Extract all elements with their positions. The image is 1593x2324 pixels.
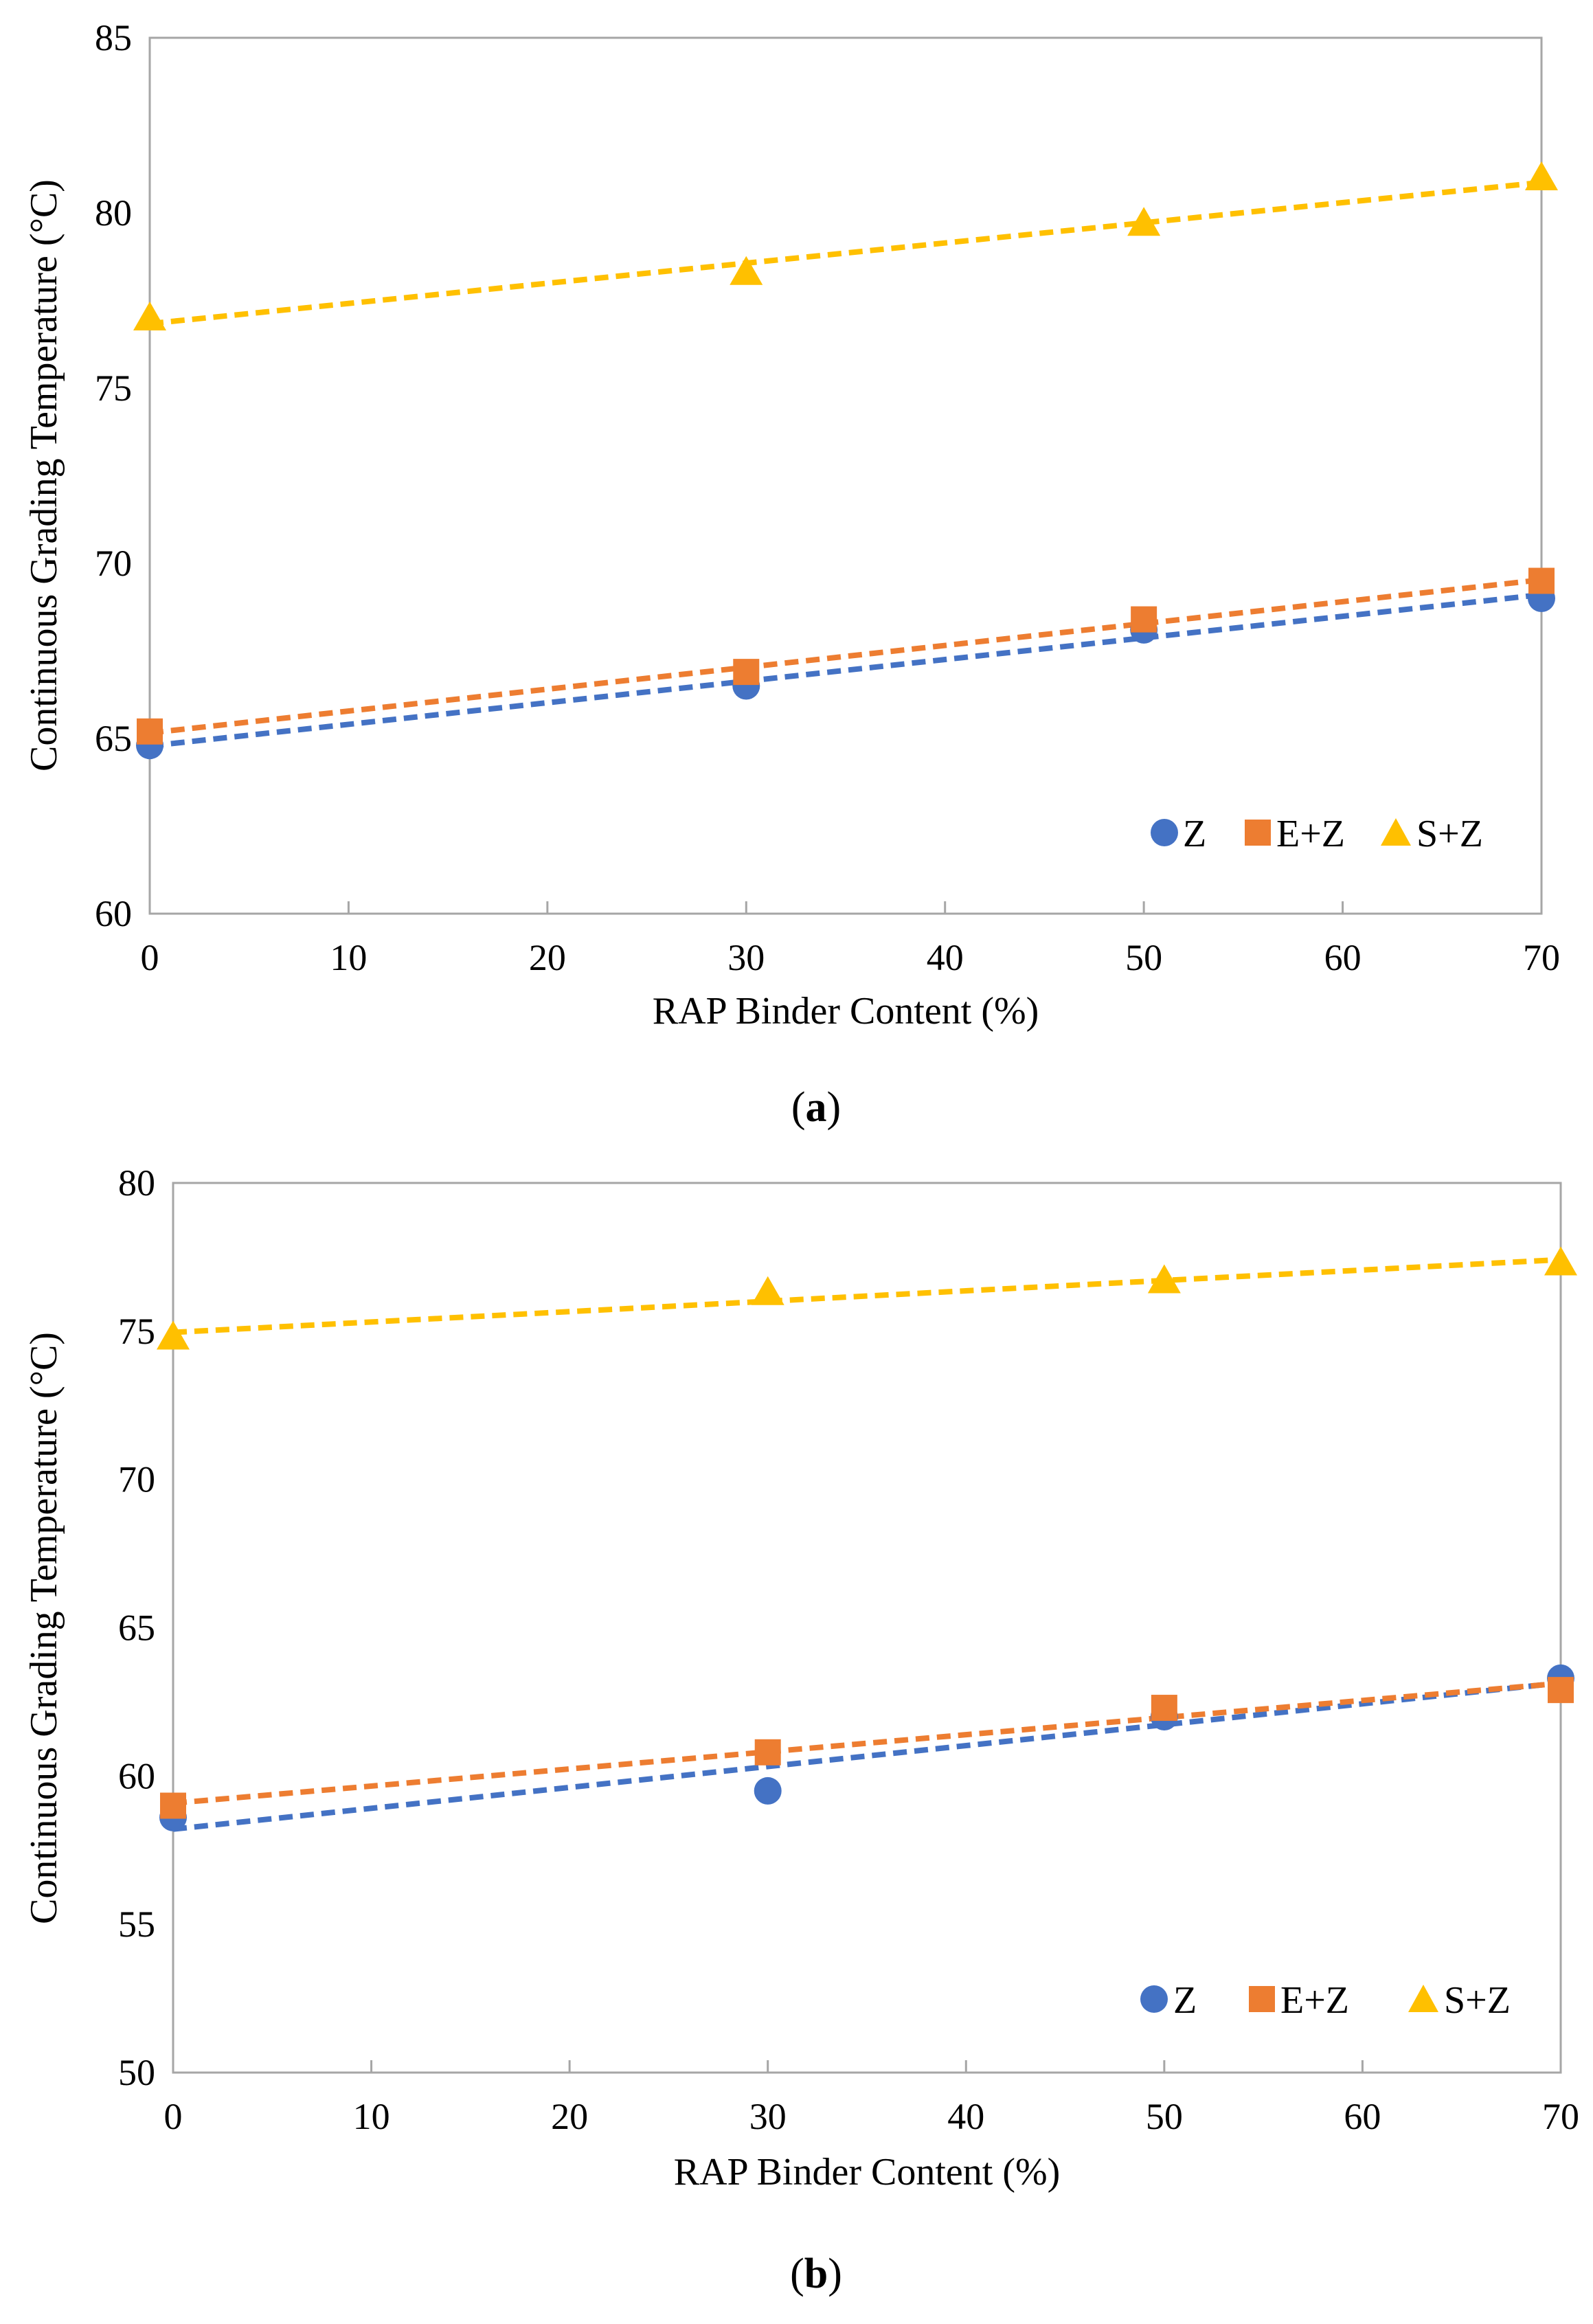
trendline-z xyxy=(172,1680,1561,1832)
x-tick-label: 60 xyxy=(1344,2096,1381,2137)
x-tick-label: 0 xyxy=(141,937,159,978)
x-tick-label: 70 xyxy=(1542,2096,1579,2137)
x-tick-label: 40 xyxy=(927,937,964,978)
chart-panel-b: 0 10 20 30 40 50 60 70 50 55 60 65 70 75 80 Continuous… xyxy=(23,1162,1579,2297)
legend-label-e-z: E+Z xyxy=(1280,1979,1349,2022)
panel-label-open: ( xyxy=(791,1084,806,1131)
y-tick-label: 80 xyxy=(95,192,132,234)
panel-label: (b) xyxy=(790,2250,842,2297)
trendlines xyxy=(172,1256,1561,1832)
y-tick-label: 55 xyxy=(118,1904,155,1945)
y-tick-label: 85 xyxy=(95,17,132,58)
x-tick-label: 50 xyxy=(1146,2096,1183,2137)
trendline-e-z xyxy=(149,577,1542,736)
legend-label-s-z: S+Z xyxy=(1444,1979,1511,2022)
y-axis-title: Continuous Grading Temperature (°C) xyxy=(23,179,65,771)
data-point-e-z xyxy=(1151,1695,1177,1722)
data-point-s-z xyxy=(751,1276,784,1305)
x-tick-label: 30 xyxy=(749,2096,787,2137)
panel-label-open: ( xyxy=(790,2250,804,2297)
data-point-s-z xyxy=(1544,1246,1577,1276)
chart-panel-a: 0 10 20 30 40 50 60 70 60 65 70 75 80 85 Continuous G… xyxy=(23,17,1560,1131)
panel-label-letter: b xyxy=(804,2250,828,2297)
data-point-e-z xyxy=(160,1792,186,1819)
y-tick-label: 75 xyxy=(95,368,132,409)
legend-marker-e-z xyxy=(1245,820,1271,846)
panel-label-close: ) xyxy=(827,1084,841,1131)
legend: Z E+Z S+Z xyxy=(1151,813,1483,855)
data-point-e-z xyxy=(1528,567,1555,594)
plot-area xyxy=(172,1182,1562,2074)
tick-labels: 0 10 20 30 40 50 60 70 60 65 70 75 80 85 xyxy=(95,17,1560,978)
tick-labels: 0 10 20 30 40 50 60 70 50 55 60 65 70 75 80 xyxy=(118,1162,1579,2137)
panel-label-close: ) xyxy=(828,2250,842,2297)
x-axis-title: RAP Binder Content (%) xyxy=(653,990,1039,1033)
x-tick-label: 20 xyxy=(551,2096,588,2137)
y-tick-label: 80 xyxy=(118,1162,155,1204)
data-point-s-z xyxy=(1525,161,1558,190)
data-point-e-z xyxy=(1131,606,1157,633)
x-tick-label: 10 xyxy=(330,937,367,978)
trendlines xyxy=(149,179,1542,749)
x-tick-label: 40 xyxy=(947,2096,984,2137)
y-tick-label: 50 xyxy=(118,2052,155,2093)
y-axis-title: Continuous Grading Temperature (°C) xyxy=(23,1332,65,1924)
y-tick-label: 65 xyxy=(118,1607,155,1649)
x-tick-label: 30 xyxy=(727,937,765,978)
data-point-e-z xyxy=(137,718,163,745)
x-tick-label: 10 xyxy=(353,2096,390,2137)
trendline-e-z xyxy=(172,1680,1561,1806)
y-tick-label: 70 xyxy=(95,543,132,584)
trendline-s-z xyxy=(149,179,1542,327)
data-point-e-z xyxy=(1548,1677,1574,1704)
data-point-e-z xyxy=(733,659,760,686)
x-tick-label: 70 xyxy=(1523,937,1560,978)
y-tick-label: 75 xyxy=(118,1311,155,1352)
y-tick-label: 60 xyxy=(118,1755,155,1796)
legend-label-z: Z xyxy=(1183,813,1206,855)
trendline-s-z xyxy=(172,1256,1561,1335)
legend-marker-s-z xyxy=(1381,818,1411,846)
data-point-s-z xyxy=(157,1320,190,1350)
y-tick-label: 70 xyxy=(118,1459,155,1500)
data-point-s-z xyxy=(133,302,166,330)
plot-area xyxy=(148,36,1543,915)
y-tick-label: 60 xyxy=(95,893,132,934)
x-tick-label: 60 xyxy=(1324,937,1362,978)
data-point-s-z xyxy=(730,256,763,285)
trendline-z xyxy=(149,591,1542,749)
data-markers xyxy=(157,1246,1577,1831)
x-tick-label: 0 xyxy=(164,2096,183,2137)
x-axis-title: RAP Binder Content (%) xyxy=(674,2151,1061,2193)
data-point-s-z xyxy=(1127,207,1161,236)
data-point-z xyxy=(754,1776,782,1805)
data-point-s-z xyxy=(1147,1264,1181,1294)
x-tick-label: 20 xyxy=(529,937,566,978)
data-point-e-z xyxy=(754,1739,781,1765)
legend-label-s-z: S+Z xyxy=(1416,813,1483,855)
legend-label-e-z: E+Z xyxy=(1276,813,1345,855)
legend-marker-s-z xyxy=(1408,1985,1438,2012)
panel-label: (a) xyxy=(791,1084,841,1131)
legend-label-z: Z xyxy=(1173,1979,1197,2022)
legend: Z E+Z S+Z xyxy=(1140,1979,1511,2022)
panel-label-letter: a xyxy=(806,1084,827,1131)
legend-marker-z xyxy=(1151,819,1178,846)
data-markers xyxy=(133,161,1558,760)
legend-marker-z xyxy=(1140,1985,1168,2013)
y-tick-label: 65 xyxy=(95,718,132,759)
x-tick-label: 50 xyxy=(1125,937,1162,978)
legend-marker-e-z xyxy=(1249,1986,1275,2012)
